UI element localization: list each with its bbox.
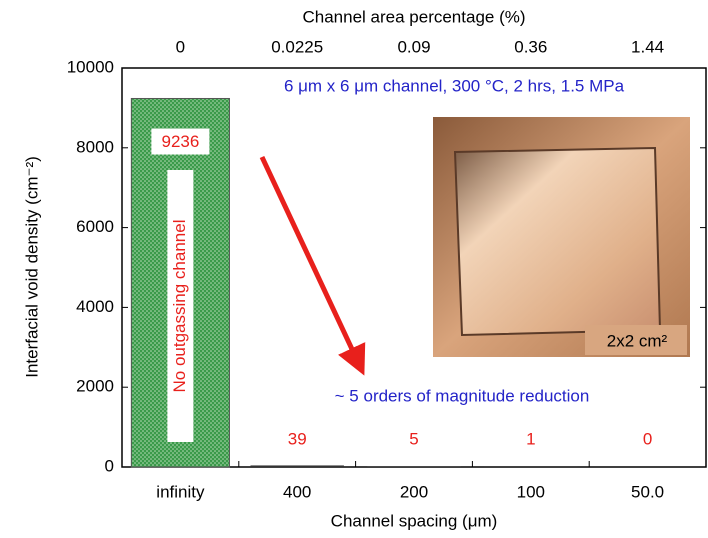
reduction-note: ~ 5 orders of magnitude reduction [335,386,590,405]
y-tick-label: 8000 [76,137,114,156]
value-label: 0 [643,429,652,448]
top-tick-label: 0.36 [514,37,547,56]
y-axis-title: Interfacial void density (cm⁻²) [22,156,41,378]
x-axis-title: Channel spacing (μm) [331,511,498,530]
value-label: 1 [526,429,535,448]
bar [250,465,343,467]
y-tick-label: 6000 [76,217,114,236]
value-label: 39 [288,429,307,448]
inset-photo [433,117,690,357]
x-tick-label: 400 [283,482,311,501]
x-tick-label: infinity [156,482,205,501]
conditions-note: 6 μm x 6 μm channel, 300 °C, 2 hrs, 1.5 … [284,76,625,95]
bar-note: No outgassing channel [170,220,189,393]
y-tick-label: 0 [105,456,114,475]
inset-label: 2x2 cm² [607,331,668,350]
top-tick-label: 0 [176,37,185,56]
arrow [262,157,358,362]
value-label: 5 [409,429,418,448]
top-tick-label: 0.09 [397,37,430,56]
x-tick-label: 200 [400,482,428,501]
y-tick-label: 4000 [76,297,114,316]
chart: Channel area percentage (%) Interfacial … [0,0,708,538]
value-label: 9236 [161,132,199,151]
y-tick-label: 2000 [76,377,114,396]
x-tick-label: 50.0 [631,482,664,501]
top-tick-label: 0.0225 [271,37,323,56]
x-tick-label: 100 [517,482,545,501]
top-axis-title: Channel area percentage (%) [302,7,525,26]
top-tick-label: 1.44 [631,37,664,56]
y-tick-label: 10000 [67,57,114,76]
